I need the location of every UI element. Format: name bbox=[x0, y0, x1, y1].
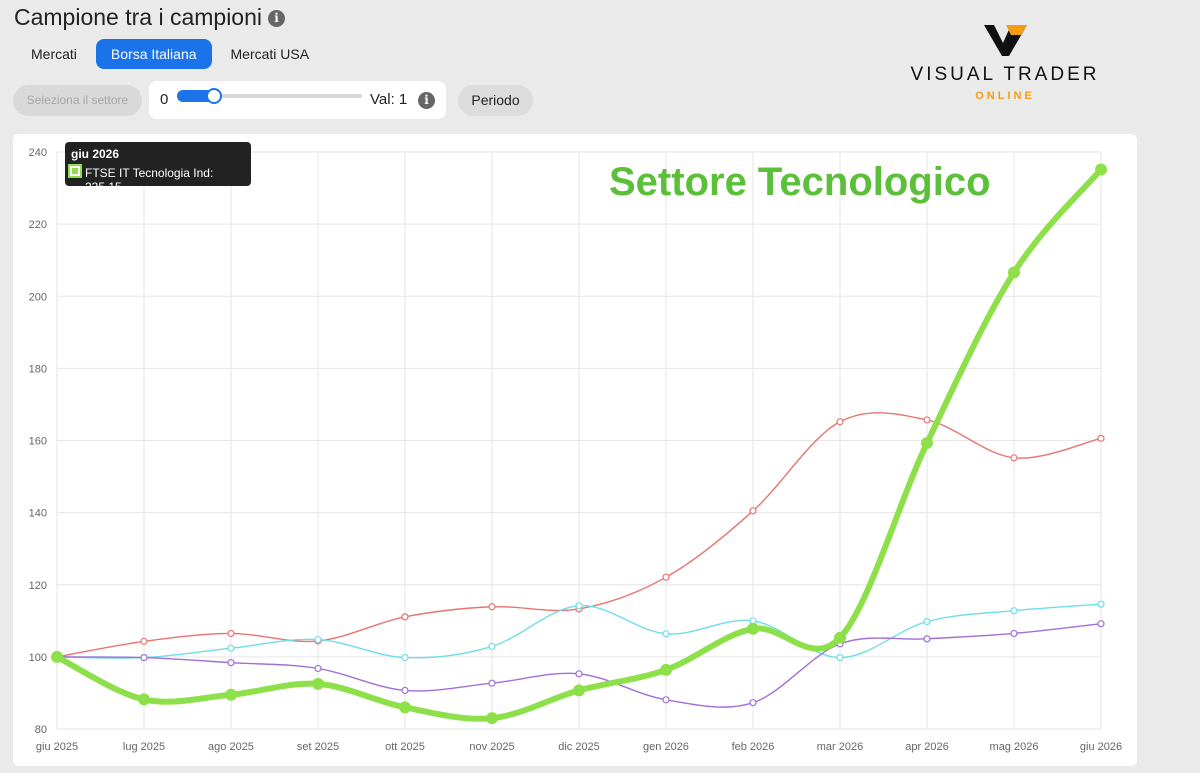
series-line-main bbox=[54, 166, 1104, 722]
series-point bbox=[1010, 629, 1018, 638]
series-point bbox=[227, 659, 235, 667]
x-tick-label: mar 2026 bbox=[817, 741, 863, 753]
select-sector-button[interactable]: Seleziona il settore bbox=[13, 85, 142, 116]
y-tick-label: 240 bbox=[29, 147, 47, 159]
slider-value-label: Val: 1 bbox=[370, 91, 408, 108]
series-point-main bbox=[660, 663, 672, 676]
x-tick-label: set 2025 bbox=[297, 741, 339, 753]
x-tick-label: lug 2025 bbox=[123, 741, 165, 753]
series-point bbox=[836, 418, 844, 426]
series-point bbox=[140, 637, 148, 645]
slider-min-label: 0 bbox=[160, 91, 169, 108]
value-slider-box: 0 Val: 1 i bbox=[149, 81, 446, 119]
y-tick-label: 160 bbox=[29, 436, 47, 448]
series-point bbox=[662, 630, 670, 638]
series-point bbox=[140, 653, 148, 662]
chart-card: 80 100 120 140 160 180 200 220 240 giu 2025 lug 20… bbox=[13, 134, 1137, 766]
series-point-main bbox=[747, 622, 759, 635]
chart-overlay-title: Settore Tecnologico bbox=[609, 160, 991, 204]
y-tick-label: 200 bbox=[29, 291, 47, 303]
visual-trader-logo: VISUAL TRADER ONLINE bbox=[880, 22, 1130, 106]
page-header: Campione tra i campioni i bbox=[14, 4, 286, 31]
x-tick-label: nov 2025 bbox=[469, 741, 514, 753]
logo-mark-icon bbox=[984, 25, 1027, 56]
series-point bbox=[575, 670, 583, 678]
series-point bbox=[1097, 434, 1105, 442]
x-tick-label: giu 2026 bbox=[1080, 741, 1122, 753]
line-chart: 80 100 120 140 160 180 200 220 240 giu 2025 lug 20… bbox=[29, 147, 1122, 753]
series-point-main bbox=[399, 701, 411, 714]
series-point bbox=[662, 696, 670, 704]
series-point bbox=[314, 635, 322, 644]
series-point-main bbox=[573, 684, 585, 697]
x-tick-label: apr 2026 bbox=[905, 741, 948, 753]
tooltip-swatch bbox=[68, 164, 82, 178]
series-point bbox=[401, 686, 409, 695]
x-tick-label: ago 2025 bbox=[208, 741, 254, 753]
series-point bbox=[923, 416, 931, 424]
tab-borsa-italiana[interactable]: Borsa Italiana bbox=[95, 39, 212, 69]
slider-fill bbox=[177, 90, 214, 102]
market-tabs: Mercati Borsa Italiana Mercati USA bbox=[16, 39, 324, 69]
series-point-main bbox=[1008, 266, 1020, 279]
series-point-main bbox=[486, 712, 498, 725]
series-point bbox=[923, 635, 931, 643]
page-title: Campione tra i campioni bbox=[14, 4, 263, 30]
series-point-main bbox=[312, 677, 324, 690]
series-point bbox=[749, 507, 757, 515]
tab-mercati[interactable]: Mercati bbox=[31, 46, 77, 62]
y-tick-label: 100 bbox=[29, 652, 47, 664]
y-tick-label: 220 bbox=[29, 219, 47, 231]
series-point bbox=[1097, 620, 1105, 628]
slider-track[interactable] bbox=[177, 88, 362, 104]
series-point bbox=[488, 679, 496, 687]
x-tick-label: gen 2026 bbox=[643, 741, 689, 753]
slider-info-icon[interactable]: i bbox=[418, 92, 435, 109]
x-tick-label: mag 2026 bbox=[990, 741, 1039, 753]
series-point bbox=[923, 617, 931, 626]
x-tick-label: ott 2025 bbox=[385, 741, 425, 753]
series-point bbox=[749, 699, 757, 707]
x-tick-label: dic 2025 bbox=[558, 741, 600, 753]
series-point bbox=[836, 653, 844, 662]
series-point bbox=[227, 644, 235, 652]
series-point bbox=[1097, 600, 1105, 608]
series-point bbox=[1010, 607, 1018, 615]
y-tick-label: 80 bbox=[35, 724, 47, 736]
logo-name: VISUAL TRADER bbox=[910, 64, 1100, 85]
series-point bbox=[227, 629, 235, 638]
logo-subtitle: ONLINE bbox=[975, 90, 1035, 102]
series-point-main bbox=[1095, 163, 1107, 176]
period-button[interactable]: Periodo bbox=[458, 85, 533, 116]
series-point-main bbox=[225, 688, 237, 701]
tab-mercati-usa[interactable]: Mercati USA bbox=[230, 46, 310, 62]
series-point bbox=[662, 573, 670, 581]
tooltip-text: FTSE IT Tecnologia Ind: 235,15 bbox=[85, 166, 214, 194]
chart-tooltip: giu 2026 FTSE IT Tecnologia Ind: 235,15 bbox=[65, 142, 251, 194]
series-point bbox=[401, 613, 409, 621]
series-point-main bbox=[138, 693, 150, 706]
series-point bbox=[575, 602, 583, 610]
series-point bbox=[1010, 454, 1018, 462]
series-point bbox=[488, 603, 496, 611]
info-icon[interactable]: i bbox=[268, 10, 286, 27]
x-tick-label: feb 2026 bbox=[732, 741, 775, 753]
tooltip-date: giu 2026 bbox=[71, 147, 120, 161]
series-point-main bbox=[921, 437, 933, 450]
slider-thumb[interactable] bbox=[206, 88, 222, 104]
y-tick-label: 120 bbox=[29, 580, 47, 592]
y-tick-label: 140 bbox=[29, 508, 47, 520]
series-point bbox=[314, 664, 322, 673]
series-point-main bbox=[834, 631, 846, 644]
series-point-main bbox=[51, 650, 63, 663]
series-point bbox=[488, 642, 496, 651]
x-tick-label: giu 2025 bbox=[36, 741, 78, 753]
y-tick-label: 180 bbox=[29, 363, 47, 375]
series-point bbox=[401, 653, 409, 662]
